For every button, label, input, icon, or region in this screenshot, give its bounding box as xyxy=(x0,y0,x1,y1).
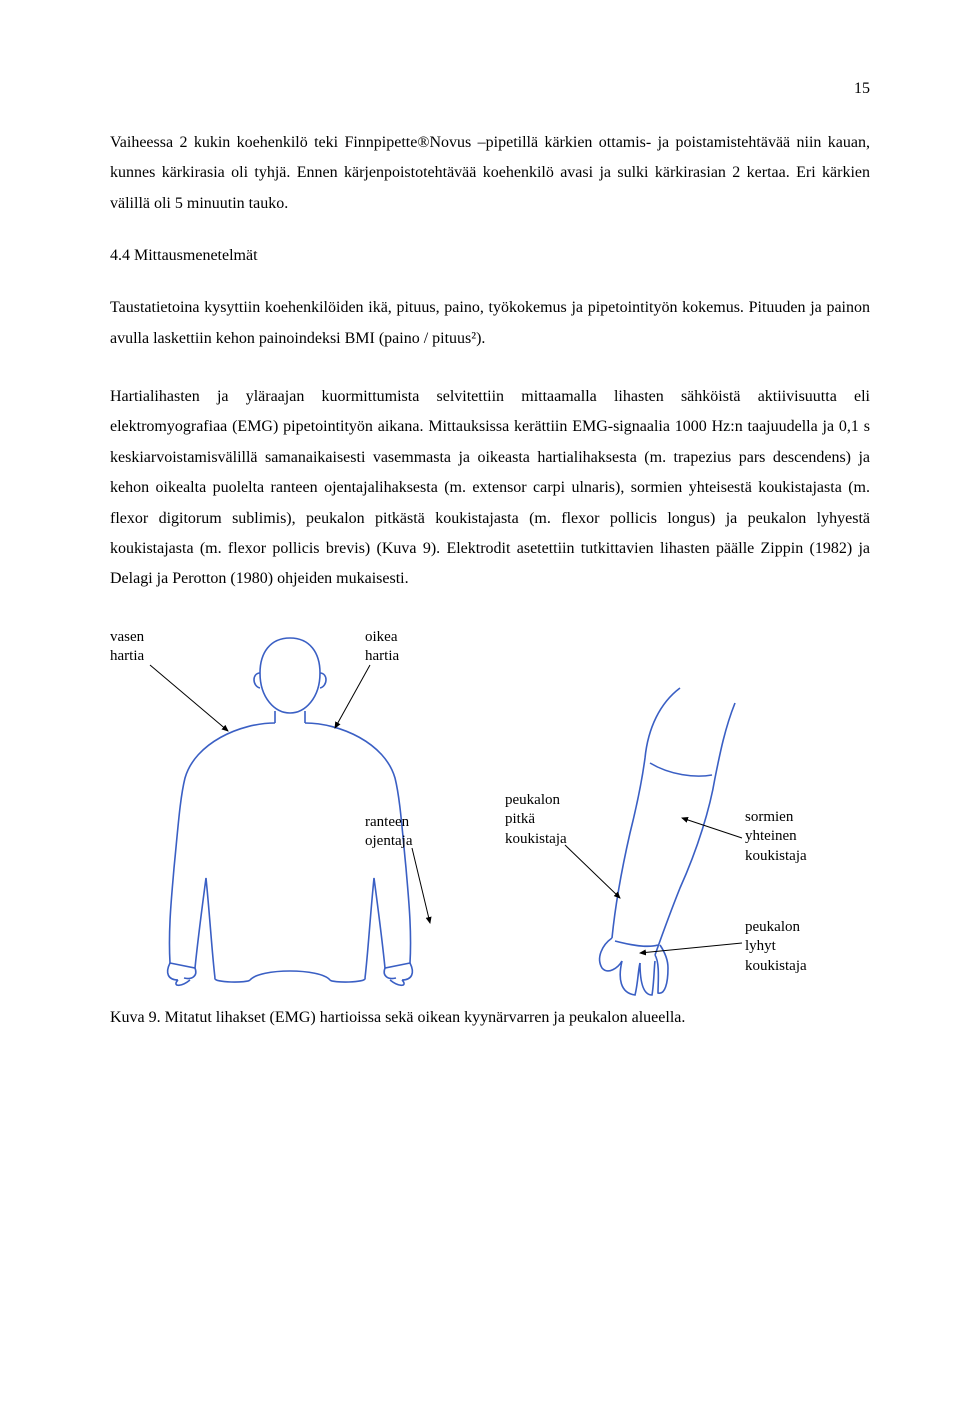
paragraph-2: Taustatietoina kysyttiin koehenkilöiden … xyxy=(110,293,870,354)
section-heading: 4.4 Mittausmenetelmät xyxy=(110,247,870,265)
page-number: 15 xyxy=(110,80,870,98)
paragraph-1: Vaiheessa 2 kukin koehenkilö teki Finnpi… xyxy=(110,128,870,219)
paragraph-3: Hartialihasten ja yläraajan kuormittumis… xyxy=(110,382,870,595)
arrow-overlay xyxy=(110,623,870,1003)
figure-caption: Kuva 9. Mitatut lihakset (EMG) hartioiss… xyxy=(110,1009,870,1027)
figure-9: vasen hartia oikea hartia ranteen ojenta… xyxy=(110,623,870,1003)
